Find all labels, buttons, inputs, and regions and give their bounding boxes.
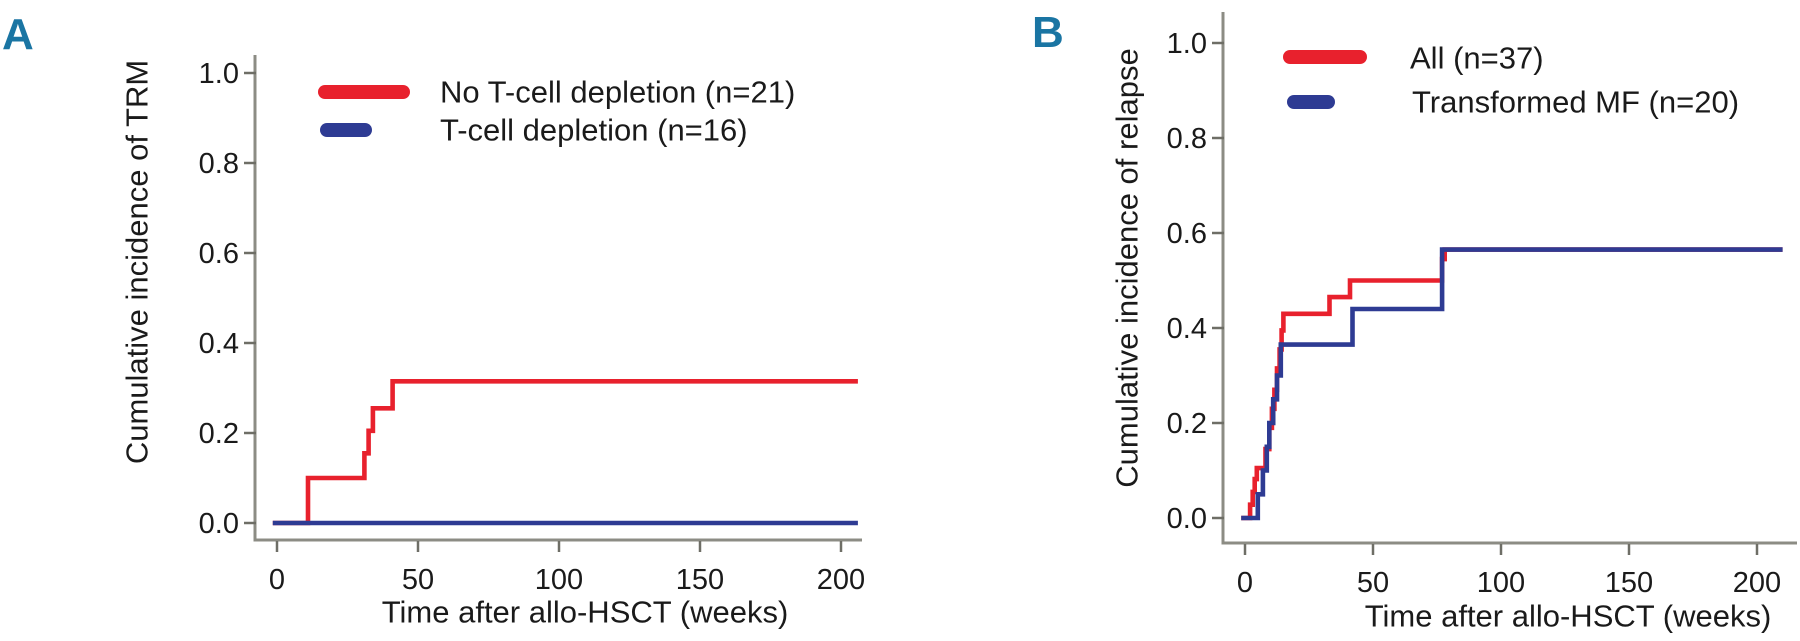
panel-B-y-tick-label: 1.0 (1167, 28, 1207, 60)
panel-B-x-tick-label: 200 (1733, 567, 1781, 599)
panel-a-y-axis-title: Cumulative incidence of TRM (119, 59, 155, 465)
panel-A-y-tick-label: 1.0 (199, 58, 239, 90)
panel-A-x-tick-label: 200 (817, 564, 865, 596)
panel-A-y-tick-label: 0.6 (199, 238, 239, 270)
legend-swatch-tcell-depletion (320, 123, 372, 137)
legend-label-transformed-mf: Transformed MF (n=20) (1412, 84, 1740, 120)
panel-B-series-navy-curve (1241, 247, 1783, 521)
panel-A-y-tick-label: 0.0 (199, 508, 239, 540)
panel-b-letter: B (1032, 8, 1064, 57)
legend-label-no-tcell-depletion: No T-cell depletion (n=21) (440, 74, 796, 110)
panel-B-x-tick-label: 0 (1237, 567, 1253, 599)
panel-B-x-tick-label: 50 (1357, 567, 1389, 599)
panel-B-x-tick-label: 100 (1477, 567, 1525, 599)
panel-A-y-tick-label: 0.8 (199, 148, 239, 180)
panel-B-y-tick-label: 0.2 (1167, 408, 1207, 440)
legend-label-all: All (n=37) (1410, 40, 1544, 76)
panel-A-axis-frame (253, 55, 862, 542)
panel-b-y-axis-title: Cumulative incidence of relapse (1109, 48, 1145, 488)
panel-B-y-tick-label: 0.8 (1167, 123, 1207, 155)
panel-B-y-tick-label: 0.0 (1167, 503, 1207, 535)
panel-B-y-tick-label: 0.6 (1167, 218, 1207, 250)
panel-B-y-tick-label: 0.4 (1167, 313, 1207, 345)
legend-swatch-transformed-mf (1287, 95, 1335, 109)
panel-A-x-tick-label: 100 (535, 564, 583, 596)
panel-B-x-tick-label: 150 (1605, 567, 1653, 599)
panel-a-x-axis-title: Time after allo-HSCT (weeks) (381, 594, 789, 630)
panel-a-letter: A (2, 10, 34, 59)
legend-swatch-no-tcell-depletion (318, 85, 410, 99)
panel-A-x-tick-label: 0 (269, 564, 285, 596)
panel-B-axis-frame (1221, 12, 1797, 545)
panel-A-series-red-curve (272, 379, 858, 526)
panel-A-y-tick-label: 0.4 (199, 328, 239, 360)
panel-b-x-axis-title: Time after allo-HSCT (weeks) (1364, 598, 1772, 634)
panel-A-x-tick-label: 50 (402, 564, 434, 596)
legend-label-tcell-depletion: T-cell depletion (n=16) (440, 112, 748, 148)
panel-A-x-tick-label: 150 (676, 564, 724, 596)
panel-A-y-tick-label: 0.2 (199, 418, 239, 450)
legend-swatch-all (1283, 50, 1367, 64)
